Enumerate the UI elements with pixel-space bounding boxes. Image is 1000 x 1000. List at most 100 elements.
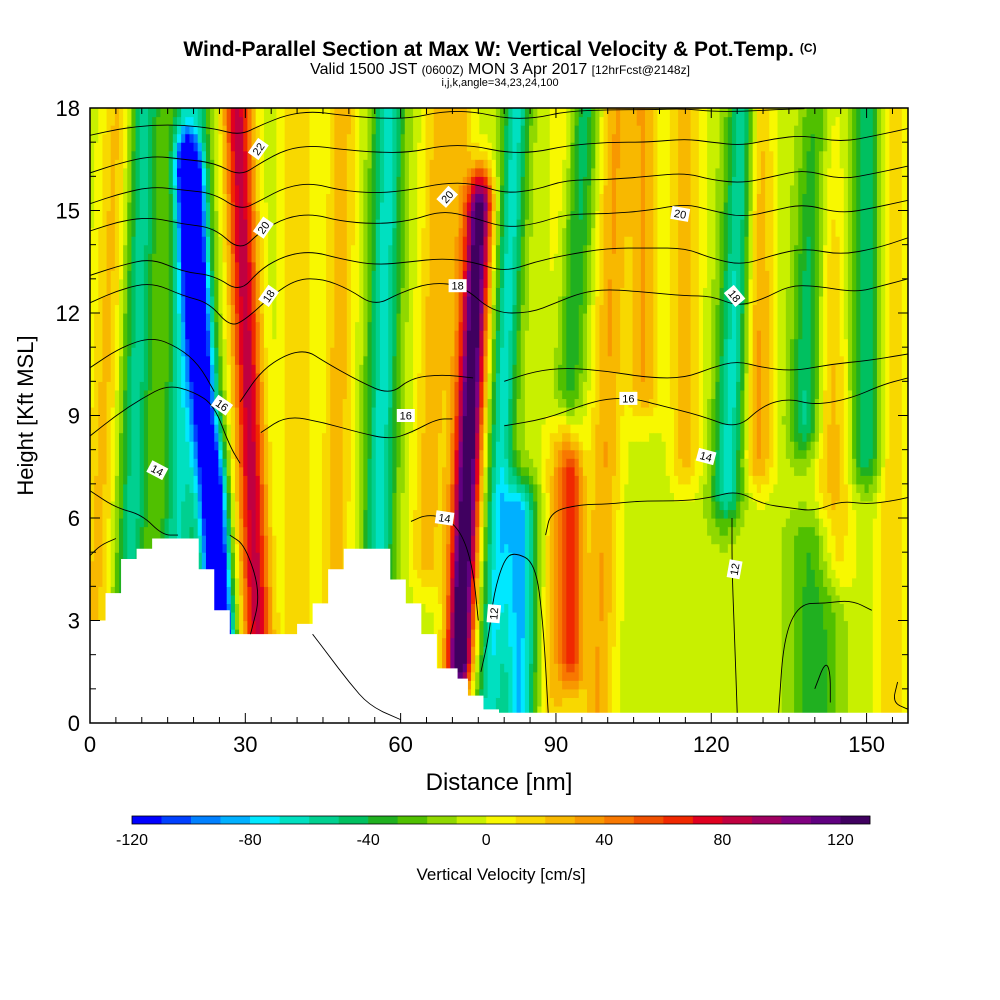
field-cell — [255, 270, 261, 323]
field-cell — [872, 108, 878, 459]
field-cell — [686, 466, 692, 485]
field-cell — [682, 466, 688, 485]
title-text: Wind-Parallel Section at Max W: Vertical… — [183, 38, 794, 61]
field-cell — [574, 125, 580, 365]
field-cell — [210, 406, 215, 425]
field-cell — [504, 500, 509, 545]
field-cell — [276, 108, 282, 613]
field-cell — [417, 142, 422, 374]
field-cell — [760, 475, 766, 485]
field-cell — [868, 475, 874, 485]
field-cell — [143, 108, 149, 246]
colorbar-tick-label: 80 — [714, 832, 732, 849]
field-cell — [127, 475, 133, 639]
field-cell — [268, 526, 273, 587]
field-cell — [591, 509, 596, 723]
field-cell — [222, 458, 228, 468]
field-cell — [396, 313, 402, 468]
field-cell — [607, 355, 613, 613]
field-cell — [616, 108, 621, 169]
field-cell — [317, 108, 323, 639]
field-cell — [562, 432, 567, 442]
field-cell — [620, 108, 625, 288]
field-cell — [483, 167, 489, 177]
field-cell — [355, 108, 360, 323]
field-cell — [321, 432, 327, 723]
field-cell — [516, 108, 522, 143]
field-cell — [524, 475, 530, 485]
field-cell — [860, 475, 866, 485]
field-cell — [504, 483, 509, 502]
field-cell — [702, 483, 708, 519]
field-cell — [765, 500, 770, 723]
forecast-info: [12hrFcst@2148z] — [591, 63, 690, 77]
field-cell — [471, 509, 476, 536]
field-cell — [653, 108, 659, 408]
field-cell — [574, 108, 580, 126]
field-cell — [794, 125, 799, 246]
field-cell — [450, 483, 456, 519]
field-cell — [562, 688, 567, 698]
field-cell — [388, 406, 393, 545]
colorbar-swatch — [309, 816, 339, 824]
theta-contour-16 — [260, 417, 453, 439]
field-cell — [562, 449, 567, 468]
field-cell — [239, 108, 244, 118]
field-cell — [471, 458, 476, 485]
theta-contour-line — [893, 681, 908, 710]
field-cell — [818, 569, 824, 605]
field-cell — [201, 552, 207, 570]
field-cell — [520, 637, 526, 723]
field-cell — [222, 261, 228, 340]
field-cell — [471, 159, 476, 169]
field-cell — [114, 108, 120, 160]
field-cell — [504, 125, 509, 195]
field-cell — [690, 500, 696, 723]
field-cell — [723, 535, 729, 553]
field-cell — [752, 483, 758, 502]
field-cell — [479, 193, 485, 203]
field-cell — [649, 108, 654, 400]
field-cell — [578, 680, 584, 690]
field-cell — [462, 201, 468, 237]
field-cell — [802, 586, 808, 723]
field-cell — [562, 159, 567, 229]
field-cell — [802, 424, 808, 442]
field-cell — [243, 150, 248, 220]
field-cell — [595, 108, 601, 143]
field-cell — [549, 697, 555, 723]
field-cell — [479, 406, 485, 425]
field-cell — [794, 108, 799, 126]
field-cell — [591, 227, 596, 306]
field-cell — [292, 108, 298, 723]
field-cell — [462, 381, 468, 417]
field-cell — [425, 295, 431, 570]
field-cell — [789, 338, 795, 442]
field-cell — [727, 116, 733, 186]
field-cell — [471, 629, 476, 647]
field-cell — [181, 355, 186, 408]
field-cell — [823, 150, 828, 246]
valid-time-line: Valid 1500 JST (0600Z) MON 3 Apr 2017 [1… — [0, 61, 1000, 79]
field-cell — [388, 543, 393, 605]
field-cell — [483, 526, 489, 562]
field-cell — [789, 466, 795, 511]
field-cell — [549, 270, 555, 417]
field-cell — [214, 278, 219, 323]
field-cell — [731, 176, 737, 271]
field-cell — [114, 475, 120, 553]
field-cell — [454, 586, 460, 673]
field-cell — [483, 466, 489, 493]
field-cell — [259, 535, 265, 587]
field-cell — [657, 108, 663, 434]
field-cell — [744, 458, 750, 493]
field-cell — [524, 150, 530, 220]
field-cell — [574, 475, 580, 664]
field-cell — [843, 535, 849, 587]
field-cell — [872, 518, 878, 723]
field-cell — [748, 108, 754, 143]
field-cell — [752, 304, 758, 476]
field-cell — [479, 500, 485, 528]
field-cell — [541, 108, 547, 425]
field-cell — [504, 108, 509, 126]
